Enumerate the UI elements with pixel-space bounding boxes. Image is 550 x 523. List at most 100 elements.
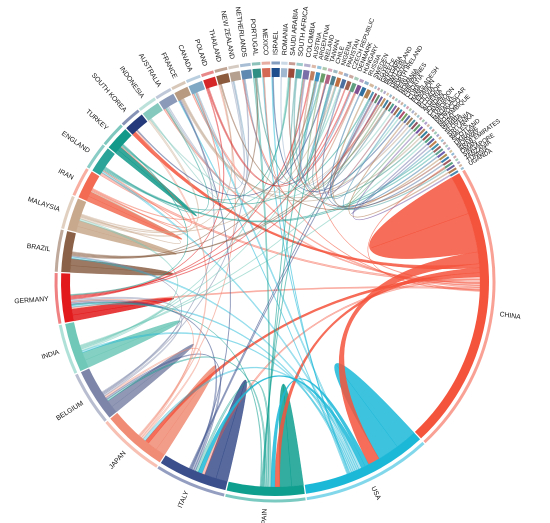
country-track	[416, 114, 420, 119]
country-track	[442, 141, 447, 146]
country-track	[431, 128, 435, 133]
country-arc	[410, 121, 419, 130]
country-arc	[405, 117, 414, 126]
country-label: TURKEY	[84, 108, 109, 132]
country-arc	[126, 114, 148, 135]
country-arc	[435, 148, 444, 156]
country-arc	[400, 113, 408, 122]
chord-ribbon	[103, 153, 436, 223]
country-track	[374, 85, 378, 90]
country-track	[460, 166, 465, 171]
country-track	[448, 149, 453, 154]
country-arc	[379, 97, 386, 107]
country-track	[185, 74, 201, 84]
country-label: CHINA	[499, 311, 521, 321]
country-track	[54, 272, 62, 324]
country-label: JAPAN	[108, 450, 127, 471]
country-track	[454, 158, 459, 162]
country-track	[435, 133, 440, 138]
country-track	[369, 83, 375, 88]
country-arc	[446, 164, 455, 172]
country-label: SOUTH KOREA	[90, 72, 128, 114]
country-arc	[108, 129, 132, 154]
country-arc	[324, 74, 331, 85]
country-arc	[430, 143, 440, 151]
country-arc	[442, 158, 452, 166]
chord-ribbon	[121, 77, 291, 201]
country-arc	[424, 135, 433, 144]
country-arc	[437, 150, 446, 158]
country-label: POLAND	[193, 38, 208, 67]
country-arc	[398, 110, 406, 120]
country-label: CHILE	[334, 45, 346, 64]
country-label: MEXICO	[261, 28, 269, 55]
country-track	[403, 103, 407, 108]
country-arc	[415, 126, 424, 135]
country-arc	[61, 231, 76, 273]
country-arc	[438, 153, 448, 161]
chord-ribbon	[150, 107, 218, 198]
country-track	[157, 465, 225, 497]
country-track	[228, 64, 240, 70]
country-label: ENGLAND	[60, 130, 91, 155]
country-arc	[160, 455, 228, 491]
country-track	[61, 195, 75, 229]
country-track	[400, 101, 404, 106]
country-track	[225, 493, 306, 503]
country-track	[438, 136, 442, 140]
country-arc	[314, 72, 321, 82]
country-track	[394, 97, 399, 102]
country-arc	[271, 67, 280, 78]
country-arc	[304, 432, 421, 494]
country-track	[121, 109, 140, 126]
country-arc	[302, 69, 310, 80]
country-track	[383, 90, 387, 95]
country-track	[397, 99, 401, 104]
country-arc	[344, 80, 352, 91]
chord-ribbon	[104, 107, 209, 214]
country-arc	[295, 69, 303, 79]
country-label: INDONESIA	[118, 65, 146, 100]
country-track	[391, 95, 396, 100]
country-labels: CHINA USA SPAIN ITALY JAPAN BELGIUM INDIA GERMA…	[14, 6, 521, 523]
country-arc	[61, 273, 74, 323]
country-arc	[110, 412, 165, 463]
country-arc	[203, 76, 218, 89]
country-arc	[334, 77, 342, 88]
country-arc	[358, 86, 367, 97]
country-arc	[288, 68, 295, 78]
country-arc	[349, 82, 357, 93]
country-arc	[92, 148, 115, 176]
country-track	[343, 72, 349, 77]
country-label: CANADA	[176, 44, 193, 73]
chord-ribbon	[244, 78, 352, 184]
country-track	[316, 65, 322, 70]
country-track	[58, 324, 78, 374]
country-arc	[440, 156, 450, 164]
country-track	[411, 110, 415, 114]
country-track	[418, 116, 423, 121]
country-track	[322, 66, 328, 71]
country-track	[251, 61, 261, 66]
chord-ribbon	[298, 80, 332, 183]
country-arc	[433, 145, 442, 153]
country-track	[296, 62, 304, 67]
chord-ribbon	[91, 169, 187, 232]
chord-ribbon	[102, 79, 250, 395]
chord-ribbon	[105, 353, 222, 472]
country-track	[444, 144, 449, 148]
country-track	[433, 131, 438, 135]
chord-ribbon	[101, 170, 358, 471]
country-track	[440, 138, 445, 143]
country-arc	[428, 140, 437, 148]
country-arc	[393, 107, 400, 116]
country-arc	[376, 96, 384, 106]
country-track	[353, 76, 359, 81]
country-label: SAUDI ARABIA	[289, 8, 300, 56]
country-arc	[448, 167, 457, 174]
country-label: BRAZIL	[26, 243, 51, 253]
country-arc	[426, 138, 435, 146]
country-track	[423, 121, 428, 126]
country-arc	[142, 102, 163, 121]
